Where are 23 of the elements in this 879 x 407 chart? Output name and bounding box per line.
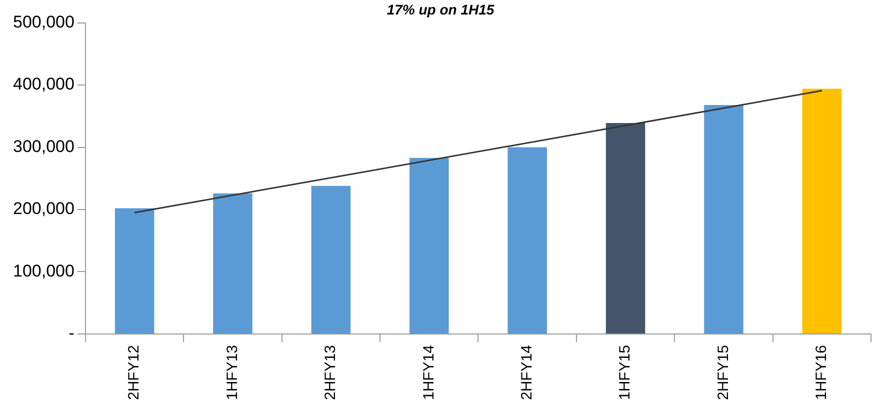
bar [213, 193, 252, 334]
y-tick-label: 500,000 [13, 12, 74, 32]
x-tick-label: 2HFY12 [126, 344, 143, 400]
y-tick-label: 100,000 [13, 261, 74, 280]
y-tick-label: - [68, 324, 74, 343]
x-tick-label: 1HFY13 [224, 344, 241, 400]
x-tick-label: 1HFY14 [420, 344, 438, 400]
bar [704, 104, 744, 334]
bar [606, 123, 646, 334]
x-tick-label: 2HFY13 [322, 344, 340, 400]
y-tick-label: 200,000 [13, 199, 74, 218]
bar [311, 186, 351, 334]
bar [802, 88, 842, 334]
y-tick-label: 300,000 [13, 136, 74, 156]
chart-title: 17% up on 1H15 [386, 1, 494, 18]
x-tick-label: 1HFY16 [813, 344, 830, 400]
bar [508, 147, 547, 334]
x-tick-label: 2HFY14 [518, 344, 536, 400]
bar [114, 208, 154, 334]
bar [409, 158, 449, 334]
x-tick-label: 1HFY15 [616, 344, 634, 400]
x-tick-label: 2HFY15 [714, 344, 732, 400]
y-tick-label: 400,000 [13, 74, 74, 94]
